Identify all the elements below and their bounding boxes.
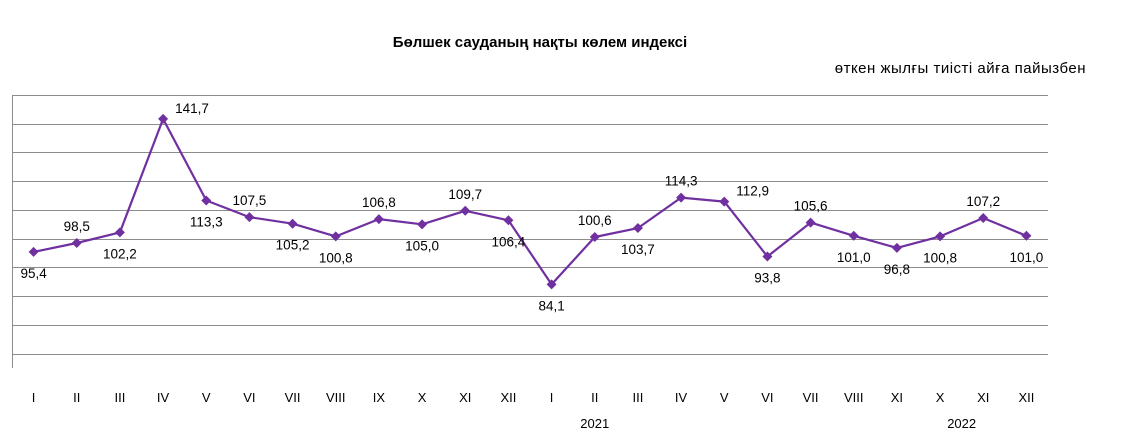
data-label: 141,7: [175, 101, 209, 116]
data-label: 102,2: [103, 246, 137, 261]
data-point: [676, 192, 687, 203]
data-label: 100,8: [923, 250, 957, 265]
year-label: 2021: [580, 416, 609, 430]
x-tick-label: XII: [1018, 390, 1034, 405]
x-tick-label: VII: [285, 390, 301, 405]
gridlines: [12, 95, 1048, 368]
data-point: [158, 113, 169, 124]
x-tick-label: IX: [373, 390, 386, 405]
data-label: 101,0: [837, 250, 871, 265]
data-label: 95,4: [20, 266, 47, 281]
x-tick-label: VI: [761, 390, 773, 405]
data-label: 107,5: [233, 193, 267, 208]
data-label: 112,9: [736, 184, 769, 199]
year-label: 2022: [947, 416, 976, 430]
x-tick-label: III: [114, 390, 125, 405]
x-tick-label: II: [73, 390, 80, 405]
data-point: [632, 223, 643, 234]
data-point: [71, 237, 82, 248]
x-tick-label: VI: [243, 390, 255, 405]
x-tick-label: V: [202, 390, 211, 405]
data-point: [762, 251, 773, 262]
data-point: [1021, 230, 1032, 241]
data-label: 100,6: [578, 213, 612, 228]
x-tick-label: X: [936, 390, 945, 405]
year-labels: 2021 2022: [580, 416, 976, 430]
x-tick-label: VII: [803, 390, 819, 405]
series-layer: 95,4 98,5 102,2 141,7 113,3 107,5 105,2 100,8 10…: [20, 101, 1043, 314]
x-tick-label: XI: [977, 390, 989, 405]
data-label: 106,4: [492, 234, 526, 249]
x-tick-label: IV: [675, 390, 688, 405]
data-point: [330, 231, 341, 242]
data-point: [460, 205, 471, 216]
data-point: [287, 218, 298, 229]
data-label: 84,1: [538, 298, 564, 313]
x-tick-label: XII: [500, 390, 516, 405]
x-axis-tick-labels: I II III IV V VI VII VIII IX X XI XII I II III IV V VI VII…: [32, 390, 1035, 405]
x-tick-label: VIII: [844, 390, 864, 405]
data-label: 105,2: [276, 238, 310, 253]
chart-title: Бөлшек сауданың нақты көлем индексі: [393, 34, 687, 51]
data-point: [373, 214, 384, 225]
data-point: [546, 279, 557, 290]
x-tick-label: VIII: [326, 390, 346, 405]
data-label: 106,8: [362, 195, 396, 210]
chart-subtitle: өткен жылғы тиісті айға пайызбен: [835, 60, 1086, 77]
data-label: 100,8: [319, 250, 353, 265]
data-label: 93,8: [754, 271, 780, 286]
data-label: 96,8: [884, 262, 910, 277]
data-label: 101,0: [1010, 250, 1044, 265]
data-label: 98,5: [64, 219, 90, 234]
x-tick-label: I: [32, 390, 36, 405]
data-point: [848, 230, 859, 241]
x-tick-label: V: [720, 390, 729, 405]
x-tick-label: XI: [459, 390, 471, 405]
data-point: [201, 195, 212, 206]
data-point: [719, 196, 730, 207]
data-point: [28, 246, 39, 257]
x-tick-label: III: [632, 390, 643, 405]
data-label: 113,3: [190, 214, 223, 229]
data-point: [417, 219, 428, 230]
data-point: [891, 242, 902, 253]
data-label: 105,6: [794, 199, 828, 214]
x-tick-label: X: [418, 390, 427, 405]
x-tick-label: IV: [157, 390, 170, 405]
x-tick-label: I: [550, 390, 554, 405]
data-point: [503, 215, 514, 226]
data-point: [805, 217, 816, 228]
data-point: [244, 212, 255, 223]
x-tick-label: II: [591, 390, 598, 405]
data-point: [114, 227, 125, 238]
x-tick-label: XI: [891, 390, 903, 405]
data-label: 103,7: [621, 242, 655, 257]
data-point: [935, 231, 946, 242]
data-label: 107,2: [966, 194, 1000, 209]
data-point: [978, 212, 989, 223]
data-point: [589, 231, 600, 242]
series-line: [33, 117, 1027, 286]
data-label: 114,3: [665, 174, 698, 189]
data-label: 105,0: [405, 238, 439, 253]
data-label: 109,7: [448, 187, 482, 202]
